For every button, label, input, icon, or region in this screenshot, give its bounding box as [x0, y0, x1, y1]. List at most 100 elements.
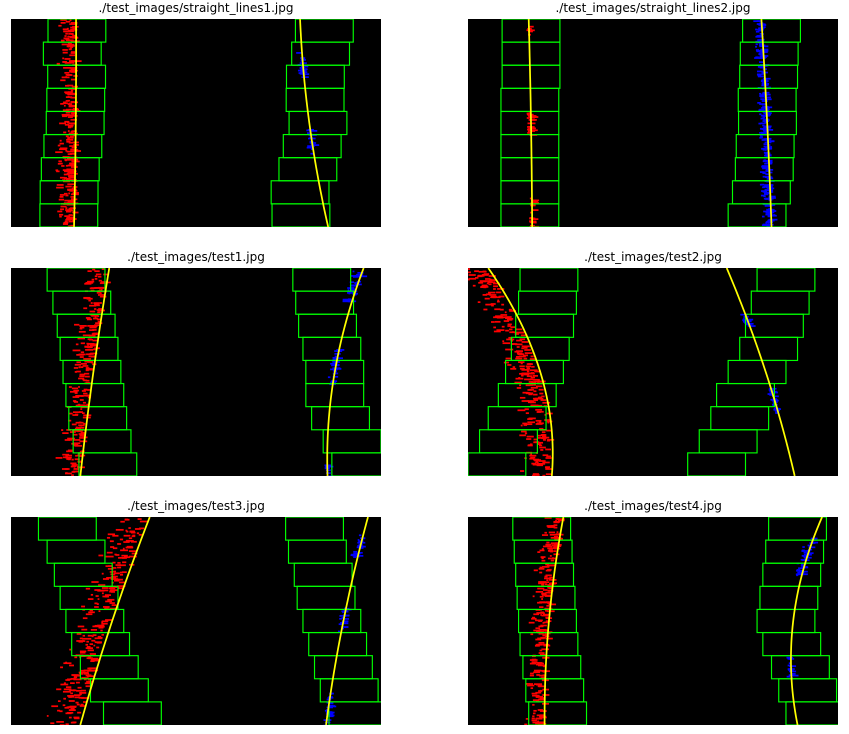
- left-lane-pixel: [535, 419, 542, 422]
- left-lane-pixel: [131, 535, 136, 538]
- left-lane-pixel: [74, 717, 80, 720]
- left-lane-pixel: [521, 372, 526, 375]
- left-lane-pixel: [69, 689, 77, 692]
- left-lane-pixel: [510, 367, 517, 370]
- left-lane-pixel: [129, 530, 135, 533]
- left-lane-pixel: [68, 105, 77, 108]
- left-lane-pixel: [67, 130, 70, 132]
- left-lane-pixel: [70, 96, 76, 99]
- left-lane-pixel: [72, 34, 76, 37]
- right-lane-pixel: [775, 412, 779, 414]
- left-lane-pixel: [62, 155, 70, 158]
- left-lane-pixel: [533, 458, 540, 461]
- right-lane-pixel: [347, 287, 352, 289]
- left-lane-pixel: [525, 423, 533, 426]
- left-lane-pixel: [518, 355, 526, 358]
- left-lane-pixel: [74, 363, 82, 366]
- right-lane-pixel: [354, 282, 358, 284]
- left-lane-pixel: [97, 598, 100, 600]
- left-lane-pixel: [68, 102, 71, 105]
- left-lane-pixel: [525, 365, 532, 368]
- left-lane-pixel: [91, 581, 99, 583]
- right-lane-pixel: [764, 184, 767, 186]
- left-lane-pixel: [532, 397, 540, 400]
- right-lane-pixel: [757, 39, 762, 41]
- right-lane-pixel: [805, 552, 814, 555]
- right-lane-pixel: [801, 570, 808, 573]
- left-lane-pixel: [70, 692, 73, 695]
- left-lane-pixel: [538, 620, 542, 622]
- left-lane-pixel: [85, 349, 94, 351]
- left-lane-pixel: [529, 384, 534, 386]
- left-lane-pixel: [57, 210, 63, 213]
- left-lane-pixel: [106, 536, 111, 539]
- left-lane-pixel: [67, 458, 71, 461]
- left-lane-pixel: [69, 54, 76, 57]
- left-lane-pixel: [94, 658, 100, 661]
- left-lane-pixel: [71, 115, 78, 117]
- left-lane-pixel: [87, 675, 95, 678]
- left-lane-pixel: [542, 665, 546, 668]
- right-lane-pixel: [740, 313, 748, 316]
- left-lane-pixel: [545, 543, 552, 546]
- left-lane-pixel: [87, 325, 95, 327]
- left-lane-pixel: [543, 613, 551, 616]
- left-lane-pixel: [538, 642, 545, 644]
- left-lane-pixel: [77, 337, 85, 340]
- left-lane-pixel: [90, 302, 93, 304]
- left-lane-pixel: [67, 164, 72, 167]
- right-lane-pixel: [357, 539, 360, 541]
- left-lane-pixel: [72, 191, 79, 194]
- right-lane-pixel: [755, 28, 758, 31]
- left-lane-pixel: [123, 534, 131, 537]
- left-lane-pixel: [529, 116, 535, 118]
- left-lane-pixel: [86, 297, 93, 300]
- left-lane-pixel: [67, 678, 72, 681]
- left-lane-pixel: [73, 411, 82, 414]
- left-lane-pixel: [78, 411, 83, 413]
- left-lane-pixel: [549, 576, 553, 579]
- left-lane-pixel: [66, 218, 72, 221]
- left-lane-pixel: [69, 162, 77, 165]
- left-lane-pixel: [68, 164, 77, 167]
- left-lane-pixel: [71, 69, 78, 72]
- left-lane-pixel: [536, 721, 542, 724]
- left-lane-pixel: [525, 384, 531, 387]
- left-lane-pixel: [84, 282, 92, 285]
- left-lane-pixel: [92, 268, 96, 271]
- left-lane-pixel: [69, 178, 77, 181]
- right-lane-pixel: [343, 618, 349, 620]
- left-lane-pixel: [120, 549, 128, 552]
- right-lane-pixel: [342, 620, 349, 623]
- left-lane-pixel: [536, 630, 544, 633]
- left-lane-pixel: [106, 551, 113, 554]
- left-lane-pixel: [70, 122, 76, 125]
- left-lane-pixel: [76, 640, 84, 642]
- left-lane-pixel: [529, 358, 537, 360]
- left-lane-pixel: [65, 185, 72, 188]
- right-lane-pixel: [759, 183, 765, 186]
- left-lane-pixel: [130, 540, 137, 543]
- left-lane-pixel: [85, 685, 92, 688]
- panel-title: ./test_images/test1.jpg: [127, 250, 265, 264]
- left-lane-pixel: [77, 711, 82, 714]
- left-lane-pixel: [521, 400, 529, 402]
- left-lane-pixel: [70, 682, 75, 685]
- right-lane-pixel: [306, 146, 314, 149]
- left-lane-pixel: [549, 555, 552, 557]
- left-lane-pixel: [548, 557, 552, 560]
- left-lane-pixel: [553, 550, 557, 552]
- left-lane-pixel: [87, 678, 92, 681]
- left-lane-pixel: [61, 468, 69, 470]
- left-lane-pixel: [540, 614, 543, 616]
- left-lane-pixel: [76, 633, 82, 635]
- left-lane-pixel: [110, 587, 116, 590]
- left-lane-pixel: [539, 566, 543, 569]
- right-lane-pixel: [759, 45, 765, 48]
- left-lane-pixel: [79, 356, 84, 358]
- left-lane-pixel: [67, 111, 71, 114]
- left-lane-pixel: [70, 51, 76, 53]
- right-lane-pixel: [769, 390, 778, 393]
- left-lane-pixel: [491, 304, 494, 307]
- left-lane-pixel: [535, 638, 542, 641]
